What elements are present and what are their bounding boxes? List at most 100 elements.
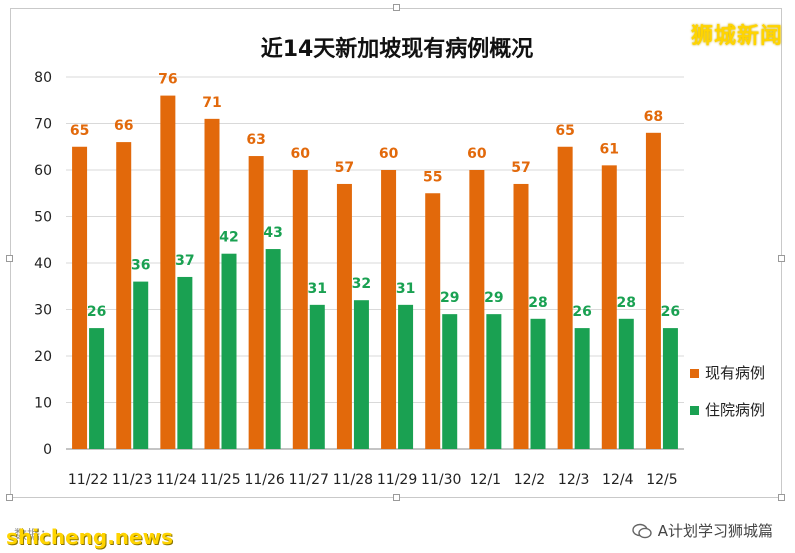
bar-hospitalized xyxy=(89,328,105,449)
bar-current xyxy=(425,193,441,449)
bar-hospitalized xyxy=(133,281,149,449)
bar-hospitalized xyxy=(309,304,325,449)
y-tick-label: 60 xyxy=(34,163,52,179)
resize-handle-left[interactable] xyxy=(6,255,13,262)
y-tick-label: 70 xyxy=(34,117,52,133)
x-tick-label: 12/1 xyxy=(470,472,501,488)
data-label: 68 xyxy=(644,109,663,125)
bar-current xyxy=(72,146,88,449)
data-label: 26 xyxy=(572,304,591,320)
data-label: 57 xyxy=(335,160,354,176)
bar-hospitalized xyxy=(486,314,502,449)
bar-current xyxy=(381,170,397,449)
resize-handle-right[interactable] xyxy=(778,255,785,262)
legend-swatch xyxy=(690,369,699,378)
wechat-account-name: A计划学习狮城篇 xyxy=(657,522,773,540)
bar-hospitalized xyxy=(398,304,414,449)
chart-title: 近14天新加坡现有病例概况 xyxy=(261,36,534,62)
resize-handle-bottom[interactable] xyxy=(393,494,400,501)
bar-hospitalized xyxy=(265,249,281,449)
data-label: 60 xyxy=(291,146,311,162)
bar-current xyxy=(248,156,264,450)
y-tick-label: 30 xyxy=(34,303,52,319)
data-label: 60 xyxy=(379,146,399,162)
bar-current xyxy=(557,146,573,449)
bar-hospitalized xyxy=(662,328,678,449)
data-label: 26 xyxy=(661,304,680,320)
x-tick-label: 12/5 xyxy=(646,472,677,488)
y-tick-label: 10 xyxy=(34,396,52,412)
data-label: 60 xyxy=(467,146,487,162)
data-label: 65 xyxy=(555,123,574,139)
y-tick-label: 80 xyxy=(34,70,52,86)
bar-hospitalized xyxy=(177,276,193,449)
x-tick-label: 12/4 xyxy=(602,472,634,488)
bar-current xyxy=(645,132,661,450)
x-tick-label: 12/3 xyxy=(558,472,589,488)
bar-current xyxy=(513,183,529,449)
data-label: 37 xyxy=(175,253,194,269)
x-tick-label: 11/26 xyxy=(244,472,284,488)
bar-current xyxy=(160,95,176,449)
bar-hospitalized xyxy=(221,253,237,449)
x-tick-label: 11/29 xyxy=(377,472,417,488)
bar-hospitalized xyxy=(442,314,458,449)
bar-current xyxy=(292,170,308,449)
data-label: 29 xyxy=(440,290,459,306)
bar-hospitalized xyxy=(353,300,369,449)
data-label: 26 xyxy=(87,304,106,320)
data-label: 32 xyxy=(352,276,371,292)
data-label: 61 xyxy=(600,141,619,157)
x-tick-label: 11/27 xyxy=(289,472,329,488)
site-watermark: shicheng.news xyxy=(6,525,173,549)
data-label: 66 xyxy=(114,118,133,134)
data-label: 28 xyxy=(528,295,547,311)
x-tick-label: 11/23 xyxy=(112,472,152,488)
data-label: 71 xyxy=(202,95,221,111)
data-label: 57 xyxy=(511,160,530,176)
data-label: 31 xyxy=(396,281,415,297)
bar-current xyxy=(204,118,220,449)
x-tick-label: 11/28 xyxy=(333,472,373,488)
y-tick-label: 20 xyxy=(34,349,52,365)
data-label: 31 xyxy=(308,281,327,297)
bar-hospitalized xyxy=(530,318,546,449)
resize-handle-top[interactable] xyxy=(393,4,400,11)
y-tick-label: 0 xyxy=(43,442,52,458)
bar-current xyxy=(601,165,617,449)
legend-label: 现有病例 xyxy=(705,364,765,382)
data-label: 29 xyxy=(484,290,503,306)
bar-current xyxy=(469,170,485,449)
bar-hospitalized xyxy=(574,328,590,449)
resize-handle-bottom-right[interactable] xyxy=(778,494,785,501)
bar-current xyxy=(116,142,132,449)
resize-handle-bottom-left[interactable] xyxy=(6,494,13,501)
data-label: 76 xyxy=(158,72,177,88)
x-tick-label: 11/30 xyxy=(421,472,461,488)
bar-current xyxy=(336,183,352,449)
data-labels: 65 26 66 36 76 37 71 42 63 43 60 31 57 32 60 31 55 29 60 29… xyxy=(70,72,680,321)
data-label: 65 xyxy=(70,123,89,139)
bars xyxy=(72,95,678,450)
x-tick-label: 12/2 xyxy=(514,472,545,488)
legend-swatch xyxy=(690,406,699,415)
data-label: 28 xyxy=(617,295,636,311)
brand-watermark: 狮城新闻 xyxy=(690,24,783,49)
x-tick-label: 11/22 xyxy=(68,472,108,488)
bar-hospitalized xyxy=(618,318,634,449)
data-label: 55 xyxy=(423,169,442,185)
gridlines xyxy=(66,76,684,450)
wechat-icon xyxy=(632,523,652,539)
x-tick-label: 11/25 xyxy=(200,472,240,488)
data-label: 63 xyxy=(246,132,265,148)
data-label: 42 xyxy=(219,230,238,246)
y-tick-label: 40 xyxy=(34,256,52,272)
legend-label: 住院病例 xyxy=(705,401,765,419)
x-tick-label: 11/24 xyxy=(156,472,196,488)
wechat-account: A计划学习狮城篇 xyxy=(632,520,773,541)
y-tick-label: 50 xyxy=(34,210,52,226)
data-label: 43 xyxy=(263,225,282,241)
source-note: 数据： xyxy=(14,528,54,543)
